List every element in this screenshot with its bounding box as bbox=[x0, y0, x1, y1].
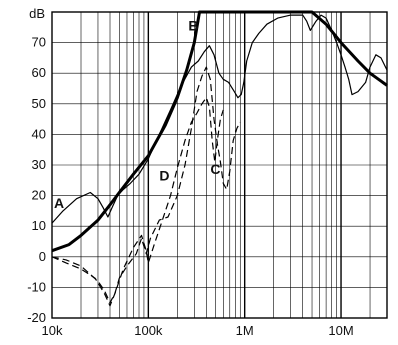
x-tick-label: 100k bbox=[134, 323, 163, 338]
series-line-d bbox=[52, 98, 223, 306]
series-label-b: B bbox=[188, 17, 198, 33]
series-line-c bbox=[52, 67, 240, 303]
x-tick-label: 10k bbox=[42, 323, 63, 338]
y-tick-label: 20 bbox=[32, 188, 46, 203]
y-tick-label: 0 bbox=[39, 249, 46, 264]
y-axis-unit-label: dB bbox=[29, 6, 45, 21]
x-axis-tick-labels: 10k 100k 1M 10M bbox=[42, 323, 354, 338]
y-tick-label: -10 bbox=[27, 279, 46, 294]
y-tick-label: 30 bbox=[32, 157, 46, 172]
x-tick-label: 1M bbox=[236, 323, 254, 338]
series-labels: A B C D bbox=[54, 17, 220, 210]
y-tick-label: 70 bbox=[32, 35, 46, 50]
series-label-d: D bbox=[159, 167, 169, 183]
x-tick-label: 10M bbox=[328, 323, 353, 338]
y-tick-label: 40 bbox=[32, 126, 46, 141]
series-label-c: C bbox=[210, 161, 220, 177]
y-tick-label: 50 bbox=[32, 96, 46, 111]
y-tick-label: 60 bbox=[32, 65, 46, 80]
series-label-a: A bbox=[54, 195, 64, 211]
y-tick-label: 10 bbox=[32, 218, 46, 233]
